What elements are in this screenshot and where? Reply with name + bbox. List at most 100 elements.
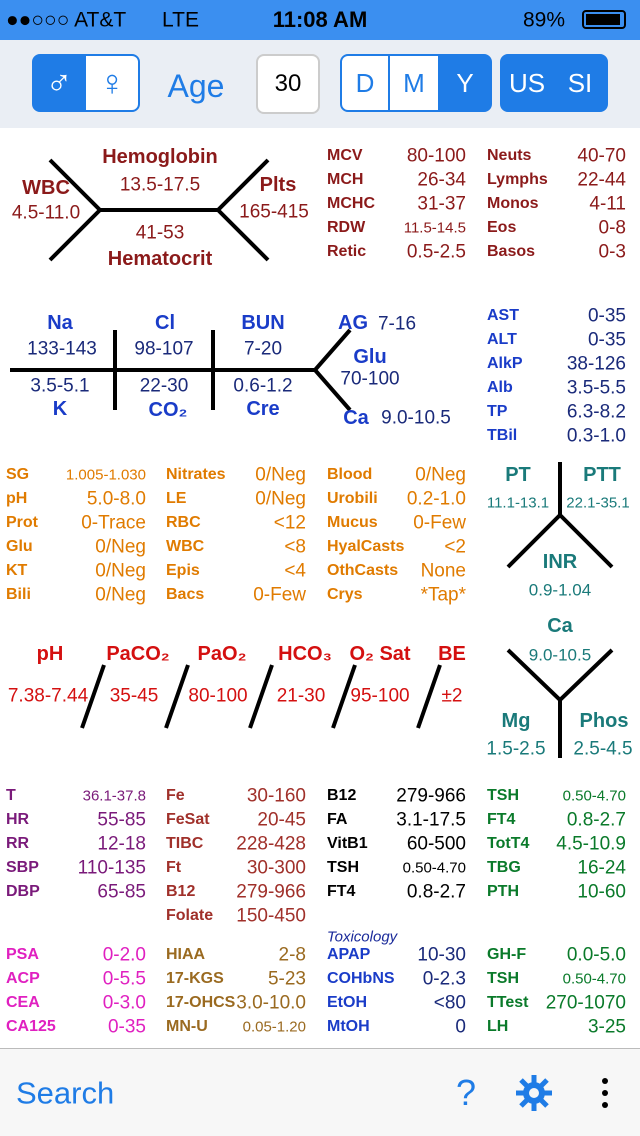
lab-range: 4-11	[589, 193, 626, 215]
lab-label: EtOH	[327, 994, 367, 1011]
lab-range: 5-23	[267, 968, 306, 990]
lab-range: 279-966	[396, 785, 466, 807]
lab-range: 22-44	[577, 169, 626, 191]
lab-label: MN-U	[166, 1018, 208, 1035]
lab-label: WBC	[166, 538, 205, 555]
lab-range: <4	[284, 560, 306, 582]
lab-label: TBil	[487, 427, 518, 444]
battery-icon	[582, 10, 626, 29]
lab-label: B12	[166, 883, 196, 900]
lab-label: Fe	[166, 787, 185, 804]
lab-label: TTest	[487, 994, 529, 1011]
lab-label: TBG	[487, 859, 521, 876]
lab-range: <2	[444, 536, 466, 558]
lab-label: Mg	[501, 710, 531, 732]
lab-label: Na	[47, 312, 73, 334]
lab-label: AG	[338, 312, 368, 334]
lab-range: 98-107	[134, 338, 194, 360]
lab-range: 0.8-2.7	[566, 809, 626, 831]
lab-label: pH	[36, 643, 64, 665]
lab-label: TP	[487, 403, 508, 420]
lab-label: Ca	[343, 407, 369, 429]
lab-range: 10-60	[577, 881, 626, 903]
lab-label: Cre	[246, 398, 280, 420]
lab-label: Folate	[166, 907, 214, 924]
help-button[interactable]: ?	[455, 1072, 477, 1113]
lab-range: 36.1-37.8	[82, 787, 146, 805]
tab-bar: Search ?	[0, 1048, 640, 1136]
lab-range: 22-30	[139, 375, 189, 397]
lab-label: Monos	[487, 195, 539, 212]
lab-range: 0.05-1.20	[242, 1018, 306, 1036]
lab-label: INR	[542, 551, 578, 573]
lab-label: TSH	[327, 859, 359, 876]
age-label: Age	[167, 68, 225, 104]
lab-label: CA125	[6, 1018, 56, 1035]
lab-label: Bacs	[166, 586, 205, 603]
settings-button[interactable]	[514, 1073, 554, 1113]
lab-range: 2-8	[278, 944, 306, 966]
lab-range: 0-8	[598, 217, 626, 239]
lab-range: 228-428	[236, 833, 306, 855]
lab-range: *Tap*	[420, 584, 466, 606]
lab-range: 270-1070	[545, 992, 626, 1014]
system-button[interactable]: US	[500, 54, 554, 112]
system-button[interactable]: SI	[552, 54, 608, 112]
lab-label: Alb	[487, 379, 513, 396]
lab-label: MCHC	[327, 195, 375, 212]
lab-label: Hemoglobin	[102, 146, 218, 168]
lab-label: HCO₃	[278, 643, 332, 665]
lab-range: 11.5-14.5	[403, 219, 466, 237]
time: 11:08 AM	[272, 7, 368, 32]
lab-range: 133-143	[27, 338, 97, 360]
lab-range: 150-450	[236, 905, 306, 927]
lab-label: FT4	[327, 883, 356, 900]
lab-range: ±2	[441, 685, 463, 707]
female-button[interactable]: ♀	[84, 54, 140, 112]
lab-label: FT4	[487, 811, 516, 828]
lab-range: 21-30	[276, 685, 326, 707]
lab-range: 80-100	[188, 685, 248, 707]
lab-label: COHbNS	[327, 970, 395, 987]
lab-range: 7-20	[243, 338, 283, 360]
lab-range: 9.0-10.5	[381, 407, 451, 429]
lab-range: 7-16	[377, 313, 417, 335]
lab-range: 0.2-1.0	[406, 488, 466, 510]
lab-label: OthCasts	[327, 562, 399, 579]
lab-label: PSA	[6, 946, 39, 963]
lab-range: 0.8-2.7	[406, 881, 466, 903]
lab-label: ACP	[6, 970, 40, 987]
lab-label: B12	[327, 787, 357, 804]
lab-range: 80-100	[406, 145, 466, 167]
lab-range: <8	[284, 536, 306, 558]
unit-button[interactable]: M	[388, 54, 440, 112]
lab-label: Prot	[6, 514, 38, 531]
more-button[interactable]	[598, 1077, 612, 1109]
lab-range: 10-30	[417, 944, 466, 966]
lab-label: K	[52, 398, 68, 420]
lab-label: Basos	[487, 243, 536, 260]
age-input[interactable]: 30	[256, 54, 320, 114]
lab-range: 70-100	[340, 368, 400, 390]
lab-range: 3.0-10.0	[236, 992, 306, 1014]
lab-label: MCV	[327, 147, 363, 164]
lab-label: MCH	[327, 171, 364, 188]
battery: 89%	[523, 8, 566, 32]
lab-range: 0-35	[107, 1016, 146, 1038]
lab-range: 0-Trace	[81, 512, 146, 534]
lab-range: 0.5-2.5	[406, 241, 466, 263]
lab-label: APAP	[327, 946, 371, 963]
lab-label: PT	[505, 464, 531, 486]
lab-range: 31-37	[417, 193, 466, 215]
lab-label: Bili	[6, 586, 31, 603]
lab-range: 3-25	[587, 1016, 626, 1038]
lab-label: LH	[487, 1018, 509, 1035]
lab-label: MtOH	[327, 1018, 370, 1035]
male-button[interactable]: ♂	[32, 54, 86, 112]
unit-button[interactable]: D	[340, 54, 390, 112]
lab-label: GH-F	[487, 946, 527, 963]
unit-button[interactable]: Y	[438, 54, 492, 112]
search-button[interactable]: Search	[16, 1075, 115, 1111]
lab-label: Nitrates	[166, 466, 226, 483]
lab-range: 0-2.0	[102, 944, 146, 966]
